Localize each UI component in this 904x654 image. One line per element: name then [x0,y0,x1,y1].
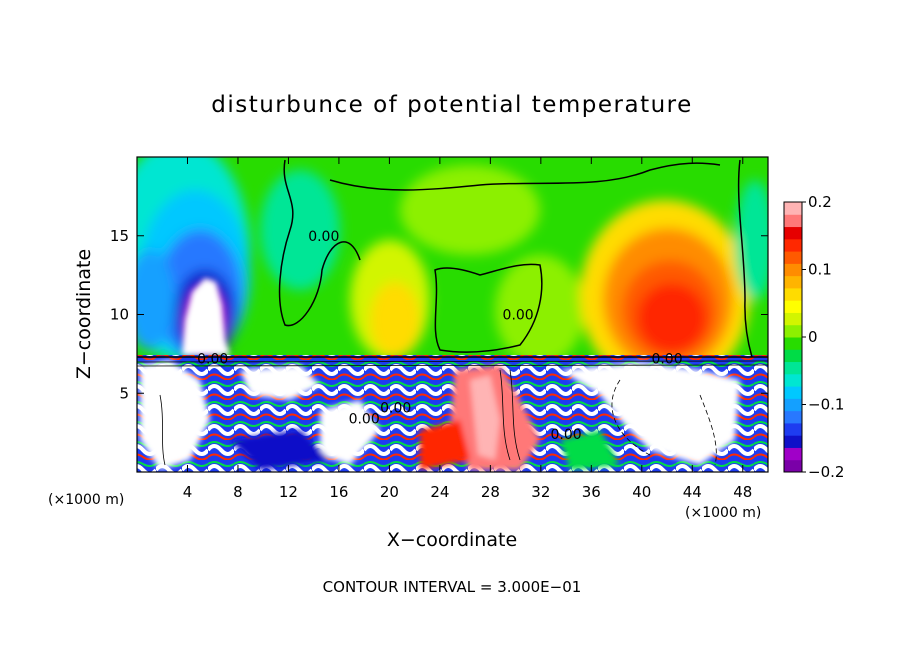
colorbar-tick-label: 0.1 [808,261,832,279]
colorbar-swatch [784,300,802,313]
contour-interval-note: CONTOUR INTERVAL = 3.000E−01 [323,578,582,596]
colorbar-swatch [784,373,802,387]
colorbar-swatch [784,422,802,436]
colorbar [783,201,803,473]
x-tick-label: 24 [430,483,449,501]
colorbar-swatch [784,361,802,375]
y-tick-label: 10 [110,306,129,324]
x-axis-label: X−coordinate [387,529,517,551]
x-tick-label: 36 [582,483,601,501]
contour-label: 0.00 [503,308,534,324]
x-tick-label: 28 [481,483,500,501]
x-tick-label: 12 [279,483,298,501]
colorbar-swatch [784,386,802,399]
x-tick-label: 4 [183,483,193,501]
y-tick-label: 5 [119,384,129,402]
colorbar-swatch [784,202,802,215]
contour-label: 0.00 [380,400,411,416]
colorbar-swatch [784,251,802,264]
y-axis-label: Z−coordinate [73,249,95,379]
colorbar-swatch [784,349,802,363]
colorbar-tick-label: −0.1 [808,396,844,414]
colorbar-swatch [784,263,802,277]
colorbar-tick-label: 0.2 [808,193,832,211]
colorbar-swatch [784,435,802,448]
x-tick-label: 44 [683,483,702,501]
colorbar-swatch [784,214,802,228]
contour-label: 0.00 [651,352,682,368]
contour-label: 0.00 [308,229,339,245]
contour-label: 0.00 [349,411,380,427]
colorbar-swatch [784,337,802,350]
colorbar-tick-label: 0 [808,328,818,346]
colorbar-swatch [784,324,802,338]
x-axis-ticks: 4 8 12 16 20 24 28 32 36 40 44 48 [183,157,752,501]
colorbar-swatch [784,410,802,424]
colorbar-swatch [784,238,802,252]
colorbar-ticks: 0.2 0.1 0 −0.1 −0.2 [802,193,844,481]
colorbar-swatch [784,275,802,289]
x-tick-label: 48 [733,483,752,501]
y-tick-label: 15 [110,227,129,245]
colorbar-swatch [784,459,802,473]
colorbar-swatch [784,447,802,461]
colorbar-swatch [784,226,802,240]
colorbar-tick-label: −0.2 [808,463,844,481]
x-tick-label: 16 [329,483,348,501]
contour-label: 0.00 [550,427,581,443]
contour-label: 0.00 [197,352,228,368]
contour-labels: 0.000.000.00 0.000.000.000.00 [197,229,682,443]
x-unit-label-right: (×1000 m) [685,505,761,521]
x-unit-label-left: (×1000 m) [48,492,124,508]
x-tick-label: 32 [531,483,550,501]
x-tick-label: 20 [380,483,399,501]
x-tick-label: 40 [632,483,651,501]
colorbar-swatch [784,287,802,301]
colorbar-swatch [784,312,802,326]
colorbar-swatch [784,398,802,412]
x-tick-label: 8 [233,483,243,501]
y-axis-ticks: 5 10 15 [110,227,768,402]
heatmap-field [137,157,768,472]
chart-title: disturbunce of potential temperature [211,92,693,118]
